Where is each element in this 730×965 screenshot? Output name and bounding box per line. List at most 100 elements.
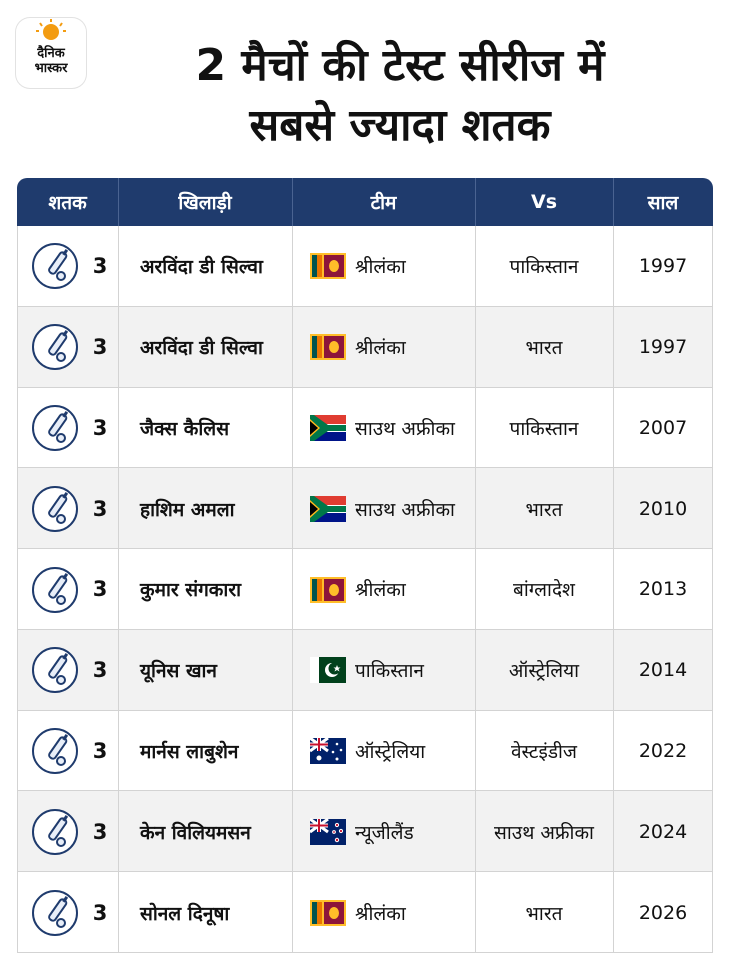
flag <box>310 253 346 280</box>
header-divider <box>292 178 293 226</box>
year: 2010 <box>638 497 688 520</box>
year: 2014 <box>638 659 688 682</box>
year: 2026 <box>638 901 688 924</box>
team-name: श्रीलंका <box>355 902 406 925</box>
column-divider <box>475 226 476 307</box>
year: 1997 <box>638 336 688 359</box>
opponent: पाकिस्तान <box>509 417 579 440</box>
column-divider <box>613 306 614 388</box>
table-row <box>17 629 713 711</box>
table-header <box>17 178 713 226</box>
column-divider <box>475 306 476 388</box>
column-divider <box>118 710 119 792</box>
century-icon <box>32 566 78 613</box>
flag <box>310 657 346 684</box>
column-divider <box>118 468 119 550</box>
column-divider <box>292 226 293 307</box>
column-divider <box>613 549 614 630</box>
column-divider <box>292 387 293 469</box>
header-divider <box>118 178 119 226</box>
flag <box>310 576 346 603</box>
player-name: हाशिम अमला <box>140 498 235 521</box>
column-divider <box>613 468 614 550</box>
flag <box>310 817 346 845</box>
team-name: ऑस्ट्रेलिया <box>355 741 426 764</box>
column-divider <box>118 226 119 307</box>
player-name: जैक्स कैलिस <box>140 417 230 440</box>
title-line: सबसे ज्यादा शतक <box>249 100 551 151</box>
century-count: 3 <box>92 335 108 360</box>
column-divider <box>613 387 614 469</box>
column-divider <box>292 791 293 873</box>
player-name: सोनल दिनूषा <box>140 902 230 925</box>
column-divider <box>475 468 476 550</box>
century-count: 3 <box>92 819 108 844</box>
century-icon <box>32 808 78 855</box>
table-row <box>17 791 713 873</box>
player-name: अरविंदा डी सिल्वा <box>140 256 263 279</box>
header-divider <box>613 178 614 226</box>
century-icon <box>32 647 78 694</box>
player-name: अरविंदा डी सिल्वा <box>140 337 263 360</box>
team-name: श्रीलंका <box>355 256 406 279</box>
header-cell: टीम <box>370 192 397 214</box>
table-row <box>17 468 713 550</box>
column-divider <box>118 791 119 873</box>
column-divider <box>475 549 476 630</box>
column-divider <box>118 306 119 388</box>
opponent: पाकिस्तान <box>509 256 579 279</box>
logo: दैनिक भास्कर <box>16 18 86 88</box>
logo-line: दैनिक <box>37 46 65 61</box>
flag <box>310 899 346 926</box>
column-divider <box>118 387 119 469</box>
opponent: साउथ अफ्रीका <box>494 821 594 844</box>
player-name: केन विलियमसन <box>140 821 251 844</box>
century-count: 3 <box>92 900 108 925</box>
column-divider <box>292 468 293 550</box>
century-icon <box>32 324 78 371</box>
opponent: भारत <box>525 902 563 925</box>
flag <box>310 334 346 361</box>
year: 2007 <box>638 416 688 439</box>
century-icon <box>32 889 78 936</box>
century-count: 3 <box>92 577 108 602</box>
player-name: मार्नस लाबुशेन <box>140 741 239 764</box>
column-divider <box>292 710 293 792</box>
team-name: पाकिस्तान <box>355 660 424 683</box>
column-divider <box>292 306 293 388</box>
logo-line: भास्कर <box>34 61 68 76</box>
column-divider <box>118 549 119 630</box>
table-row <box>17 226 713 307</box>
column-divider <box>475 791 476 873</box>
column-divider <box>118 629 119 711</box>
team-name: साउथ अफ्रीका <box>355 417 455 440</box>
logo-text: दैनिक भास्कर <box>16 46 86 76</box>
century-icon <box>32 485 78 532</box>
column-divider <box>118 872 119 953</box>
title-line: 2 मैचों की टेस्ट सीरीज में <box>195 40 605 91</box>
header-cell: शतक <box>48 192 87 214</box>
column-divider <box>292 549 293 630</box>
column-divider <box>613 629 614 711</box>
header-cell: खिलाड़ी <box>178 192 232 214</box>
century-icon <box>32 728 78 775</box>
team-name: न्यूजीलैंड <box>355 821 414 844</box>
column-divider <box>475 387 476 469</box>
year: 1997 <box>638 255 688 278</box>
opponent: वेस्टइंडीज <box>510 741 578 764</box>
logo-sun <box>36 19 66 40</box>
player-name: कुमार संगकारा <box>140 579 242 602</box>
opponent: बांग्लादेश <box>513 579 575 602</box>
team-name: साउथ अफ्रीका <box>355 498 455 521</box>
century-count: 3 <box>92 739 108 764</box>
column-divider <box>613 226 614 307</box>
column-divider <box>613 872 614 953</box>
year: 2013 <box>638 578 688 601</box>
column-divider <box>613 710 614 792</box>
column-divider <box>292 872 293 953</box>
flag <box>310 737 346 765</box>
team-name: श्रीलंका <box>355 337 406 360</box>
column-divider <box>613 791 614 873</box>
opponent: ऑस्ट्रेलिया <box>508 660 580 683</box>
